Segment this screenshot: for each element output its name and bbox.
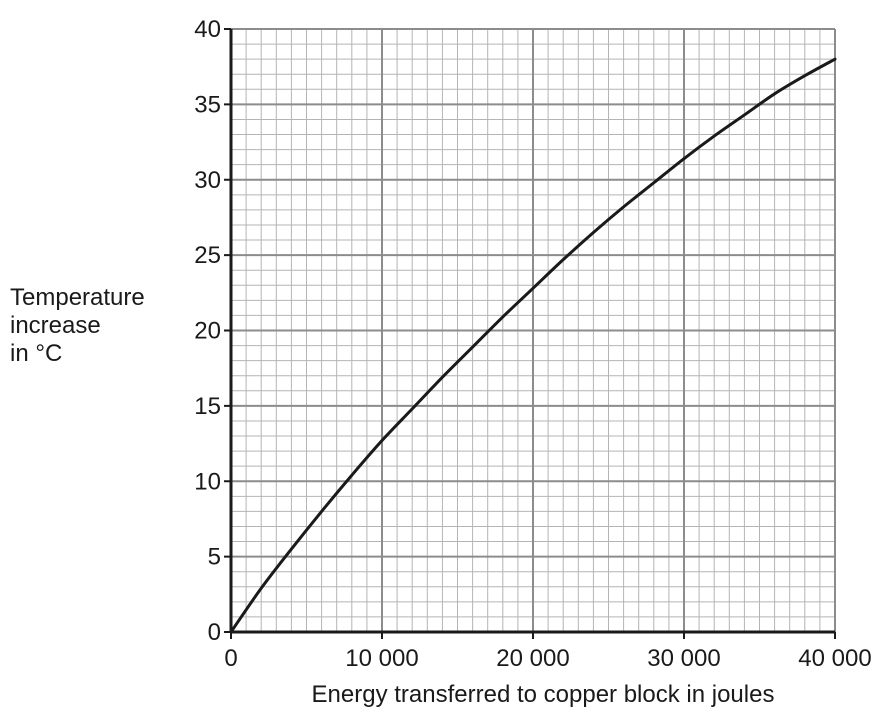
x-tick-label: 0: [224, 645, 237, 672]
x-tick-label: 40 000: [798, 645, 871, 672]
series-line: [229, 57, 837, 634]
y-tick-labels: 0 5 10 15 20 25 30 35 40: [194, 16, 231, 646]
y-tick-label: 5: [208, 544, 221, 571]
x-tick-label: 20 000: [496, 645, 569, 672]
y-tick-label: 35: [194, 91, 221, 118]
y-axis-title-line: increase: [10, 312, 101, 339]
y-tick-label: 25: [194, 242, 221, 269]
y-axis-title: Temperature increase in °C: [10, 284, 145, 367]
x-tick-label: 30 000: [647, 645, 720, 672]
y-tick-label: 15: [194, 393, 221, 420]
y-tick-label: 0: [208, 619, 221, 646]
x-tick-labels: 0 10 000 20 000 30 000 40 000: [224, 632, 872, 672]
x-tick-label: 10 000: [345, 645, 418, 672]
y-axis-title-line: Temperature: [10, 284, 145, 311]
y-tick-label: 10: [194, 468, 221, 495]
x-axis-title: Energy transferred to copper block in jo…: [312, 681, 775, 708]
y-tick-label: 20: [194, 318, 221, 345]
y-tick-label: 40: [194, 16, 221, 43]
y-axis-title-line: in °C: [10, 340, 62, 367]
y-tick-label: 30: [194, 167, 221, 194]
